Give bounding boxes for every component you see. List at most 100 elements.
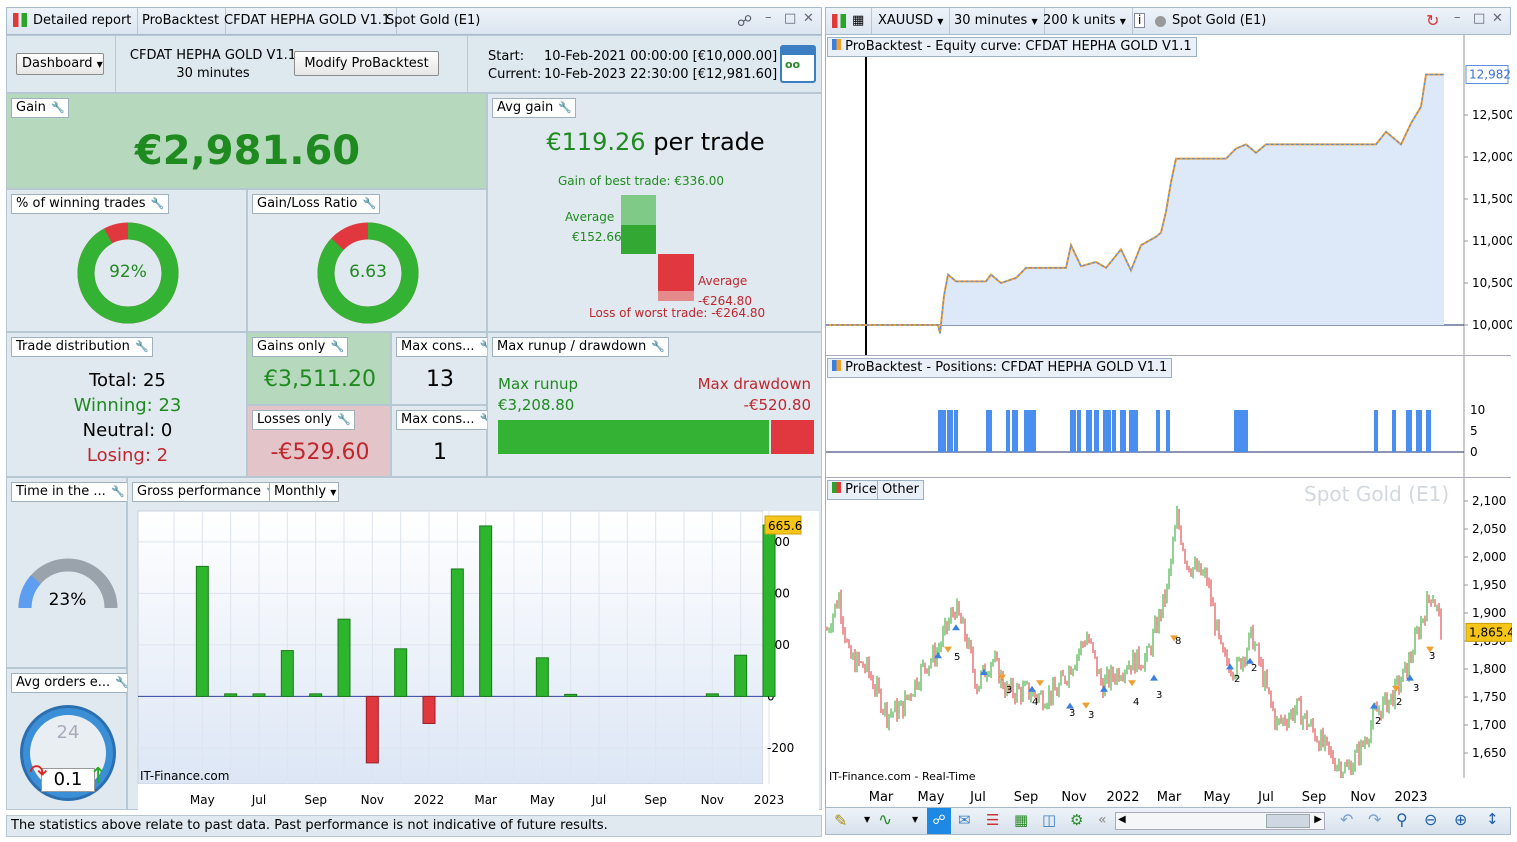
bar-icon[interactable]: ▦: [852, 13, 865, 28]
max-cons-wins-value: 13: [426, 367, 454, 392]
candlestick-icon: [832, 14, 846, 28]
runup-panel: Max runup / drawdown 🔧 Max runup €3,208.8…: [487, 332, 822, 477]
trade-losing: Losing: 2: [86, 445, 169, 466]
bar: [252, 693, 266, 697]
chart-window-icon[interactable]: ◫: [1042, 811, 1057, 829]
gl-ratio-title: Gain/Loss Ratio 🔧: [252, 194, 381, 214]
avg-gain-title: Avg gain 🔧: [492, 98, 577, 118]
x-tick-label: 2023: [754, 793, 785, 807]
equity-current-label: 12,982: [1469, 68, 1511, 82]
minimize-icon[interactable]: –: [765, 10, 772, 25]
wrench-icon[interactable]: 🔧: [330, 340, 345, 353]
wrench-icon[interactable]: 🔧: [51, 101, 65, 114]
x-tick-label: Jul: [251, 793, 266, 807]
rewind-icon[interactable]: «: [1098, 812, 1107, 828]
zoom-fit-icon[interactable]: ⚲: [1396, 810, 1408, 829]
horizontal-scrollbar[interactable]: ◀ ▶: [1115, 812, 1325, 830]
arrow-up-icon: ↑: [89, 764, 108, 789]
chevron-down-icon[interactable]: ▼: [864, 815, 871, 824]
position-bar: [1166, 410, 1170, 452]
status-dot-icon: [1155, 16, 1166, 27]
pen-icon[interactable]: ✎: [834, 811, 848, 830]
gains-only-value: €3,511.20: [264, 367, 376, 392]
chevron-down-icon[interactable]: ▼: [912, 815, 919, 824]
trade-count-label: 3: [1006, 685, 1012, 696]
grid-icon[interactable]: ▦: [1014, 811, 1029, 829]
wrench-icon[interactable]: 🔧: [558, 101, 573, 114]
share-icon[interactable]: ☍: [737, 12, 753, 30]
sell-arrow: [1170, 635, 1178, 642]
wrench-icon[interactable]: 🔧: [110, 485, 125, 498]
resize-icon[interactable]: ↕: [1486, 810, 1499, 828]
share-icon[interactable]: ☍: [927, 808, 951, 834]
avg-gain-value: €152.66: [572, 230, 622, 244]
x-tick-label: 2022: [1106, 790, 1139, 805]
tab-detailed-report[interactable]: Detailed report: [7, 8, 139, 34]
period-select[interactable]: Monthly ▼: [269, 482, 339, 502]
strategy-timeframe: 30 minutes: [176, 66, 250, 81]
current-value: 10-Feb-2023 22:30:00 [€12,981.60]: [544, 67, 778, 82]
wrench-icon[interactable]: 🔧: [150, 197, 165, 210]
right-titlebar: ▦ XAUUSD ▼ 30 minutes ▼ 200 k units ▼ i …: [825, 7, 1511, 35]
avg-orders-title: Avg orders e... 🔧: [11, 673, 134, 693]
wrench-icon[interactable]: 🔧: [134, 340, 149, 353]
x-tick-label: Nov: [1350, 790, 1376, 805]
list-icon[interactable]: ☰: [986, 811, 1000, 829]
maximize-icon[interactable]: □: [1473, 11, 1486, 26]
position-bar: [1134, 410, 1138, 452]
zoom-in-icon[interactable]: ⊕: [1454, 810, 1468, 829]
equity-chart: 12,500 12,000 11,500 11,000 10,500 10,000 12,9…: [826, 35, 1512, 355]
comment-icon[interactable]: ✉: [958, 811, 971, 829]
sync-icon[interactable]: ↻: [1426, 11, 1440, 30]
equity-area: [826, 74, 1444, 334]
close-icon[interactable]: ✕: [1492, 11, 1503, 26]
symbol-select[interactable]: XAUUSD ▼: [871, 8, 951, 34]
current-value-box: [764, 515, 802, 535]
losses-only-title: Losses only 🔧: [252, 410, 355, 430]
dashboard-dropdown[interactable]: Dashboard ▼: [16, 53, 104, 75]
undo-icon[interactable]: ↶: [1340, 810, 1354, 829]
gl-ratio-panel: Gain/Loss Ratio 🔧 6.63: [247, 189, 487, 332]
equity-panel: 12,500 12,000 11,500 11,000 10,500 10,000 12,9…: [825, 35, 1512, 355]
scroll-right-icon[interactable]: ▶: [1314, 814, 1322, 825]
maximize-icon[interactable]: □: [784, 11, 797, 26]
tool-icon[interactable]: ⚙: [1070, 811, 1084, 829]
tab-probacktest[interactable]: ProBacktest: [136, 8, 227, 34]
redo-icon[interactable]: ↷: [1368, 810, 1382, 829]
position-bar: [1156, 410, 1160, 452]
zoom-out-icon[interactable]: ⊖: [1424, 810, 1438, 829]
close-icon[interactable]: ✕: [803, 11, 814, 26]
price-watermark: Spot Gold (E1): [1304, 482, 1450, 506]
report-settings-icon[interactable]: oo: [780, 45, 816, 83]
units-select[interactable]: 200 k units ▼: [1037, 8, 1133, 34]
losses-only-value: -€529.60: [270, 440, 370, 465]
trade-winning: Winning: 23: [73, 395, 182, 416]
timeframe-select[interactable]: 30 minutes ▼: [948, 8, 1045, 34]
clock-icon: 24: [20, 705, 116, 801]
drawdown-label: Max drawdown: [697, 375, 811, 393]
scrollbar-thumb[interactable]: [1266, 814, 1310, 828]
wrench-icon[interactable]: 🔧: [362, 197, 377, 210]
equity-current-box: [1465, 65, 1509, 85]
wrench-icon[interactable]: 🔧: [651, 340, 666, 353]
trade-count-label: 3: [1088, 710, 1094, 721]
trade-dist-panel: Trade distribution 🔧 Total: 25 Winning: 2…: [6, 332, 247, 477]
info-icon[interactable]: i: [1134, 13, 1146, 28]
bar: [479, 525, 493, 697]
tab-instrument[interactable]: Spot Gold (E1): [386, 13, 481, 28]
tab-other[interactable]: Other: [877, 480, 924, 500]
scroll-left-icon[interactable]: ◀: [1118, 814, 1126, 825]
minimize-icon[interactable]: –: [1454, 10, 1461, 25]
indicator-icon[interactable]: ∿: [878, 810, 893, 830]
trade-total: Total: 25: [89, 370, 166, 391]
tab-strategy[interactable]: CFDAT HEPHA GOLD V1.1: [218, 8, 398, 34]
chart-toolbar: ✎ ▼ ∿ ▼ ☍ ✉ ☰ ▦ ◫ ⚙ « ◀ ▶ ↶ ↷ ⚲ ⊖ ⊕ ↕: [825, 807, 1511, 835]
tab-price[interactable]: Price: [827, 480, 882, 500]
price-current-box: [1465, 622, 1512, 642]
x-tick-label: 2022: [414, 793, 445, 807]
modify-probacktest-button[interactable]: Modify ProBacktest: [294, 51, 439, 76]
avg-gain-label: Average: [565, 210, 615, 224]
wrench-icon[interactable]: 🔧: [115, 676, 130, 689]
runup-value: €3,208.80: [498, 396, 575, 414]
wrench-icon[interactable]: 🔧: [337, 413, 351, 426]
